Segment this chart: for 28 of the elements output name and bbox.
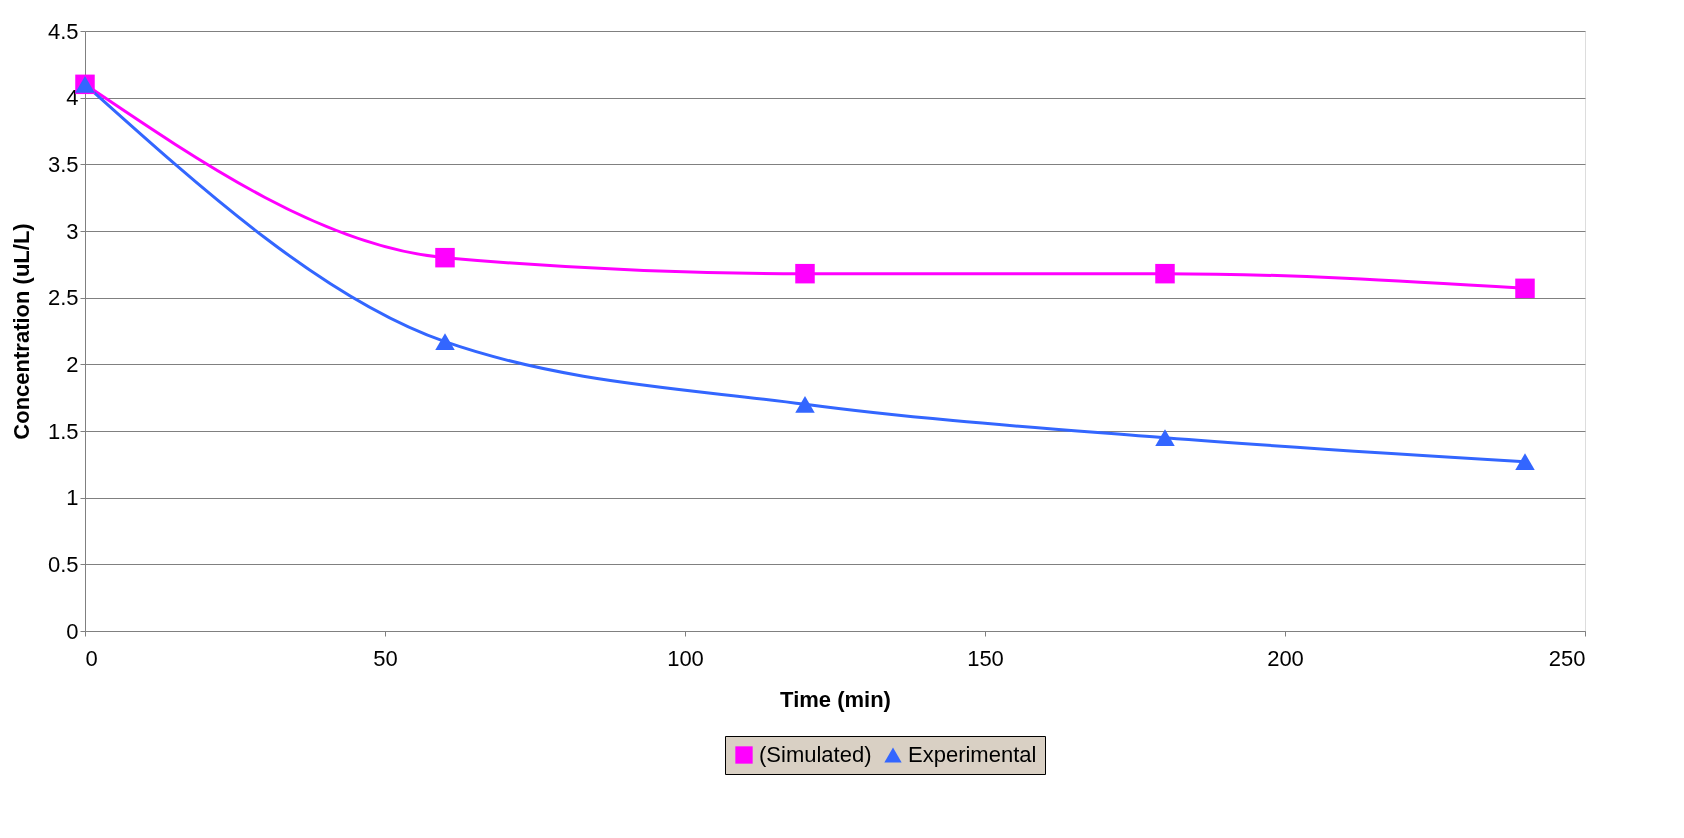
y-tick-label: 2.5 (47, 285, 79, 311)
y-tick-label: 1 (66, 485, 79, 511)
x-tick-label: 200 (1267, 645, 1304, 671)
x-tick-label: 0 (85, 645, 98, 671)
legend-label: Experimental (908, 742, 1037, 767)
y-tick-label: 0 (66, 618, 79, 644)
y-tick-label: 2 (66, 351, 79, 377)
y-tick-label: 0.5 (47, 551, 79, 577)
point (1515, 278, 1535, 299)
point (1155, 263, 1175, 284)
x-tick-label: 250 (1548, 645, 1586, 671)
x-axis-title: Time (min) (780, 686, 891, 712)
point (1155, 429, 1175, 447)
y-tick-label: 4 (66, 85, 79, 111)
point (435, 247, 455, 268)
point (795, 395, 815, 413)
x-tick-label: 50 (373, 645, 398, 671)
y-axis-title: Concentration (uL/L) (8, 223, 34, 440)
y-tick-label: 4.5 (47, 18, 79, 44)
y-tick-label: 1.5 (47, 418, 79, 444)
point (795, 263, 815, 284)
point (1515, 453, 1535, 471)
y-tick-label: 3.5 (47, 151, 79, 177)
x-tick-label: 150 (967, 645, 1004, 671)
legend-label: (Simulated) (759, 742, 872, 767)
y-tick-label: 3 (66, 218, 79, 244)
point (435, 333, 455, 351)
x-tick-label: 100 (667, 645, 704, 671)
